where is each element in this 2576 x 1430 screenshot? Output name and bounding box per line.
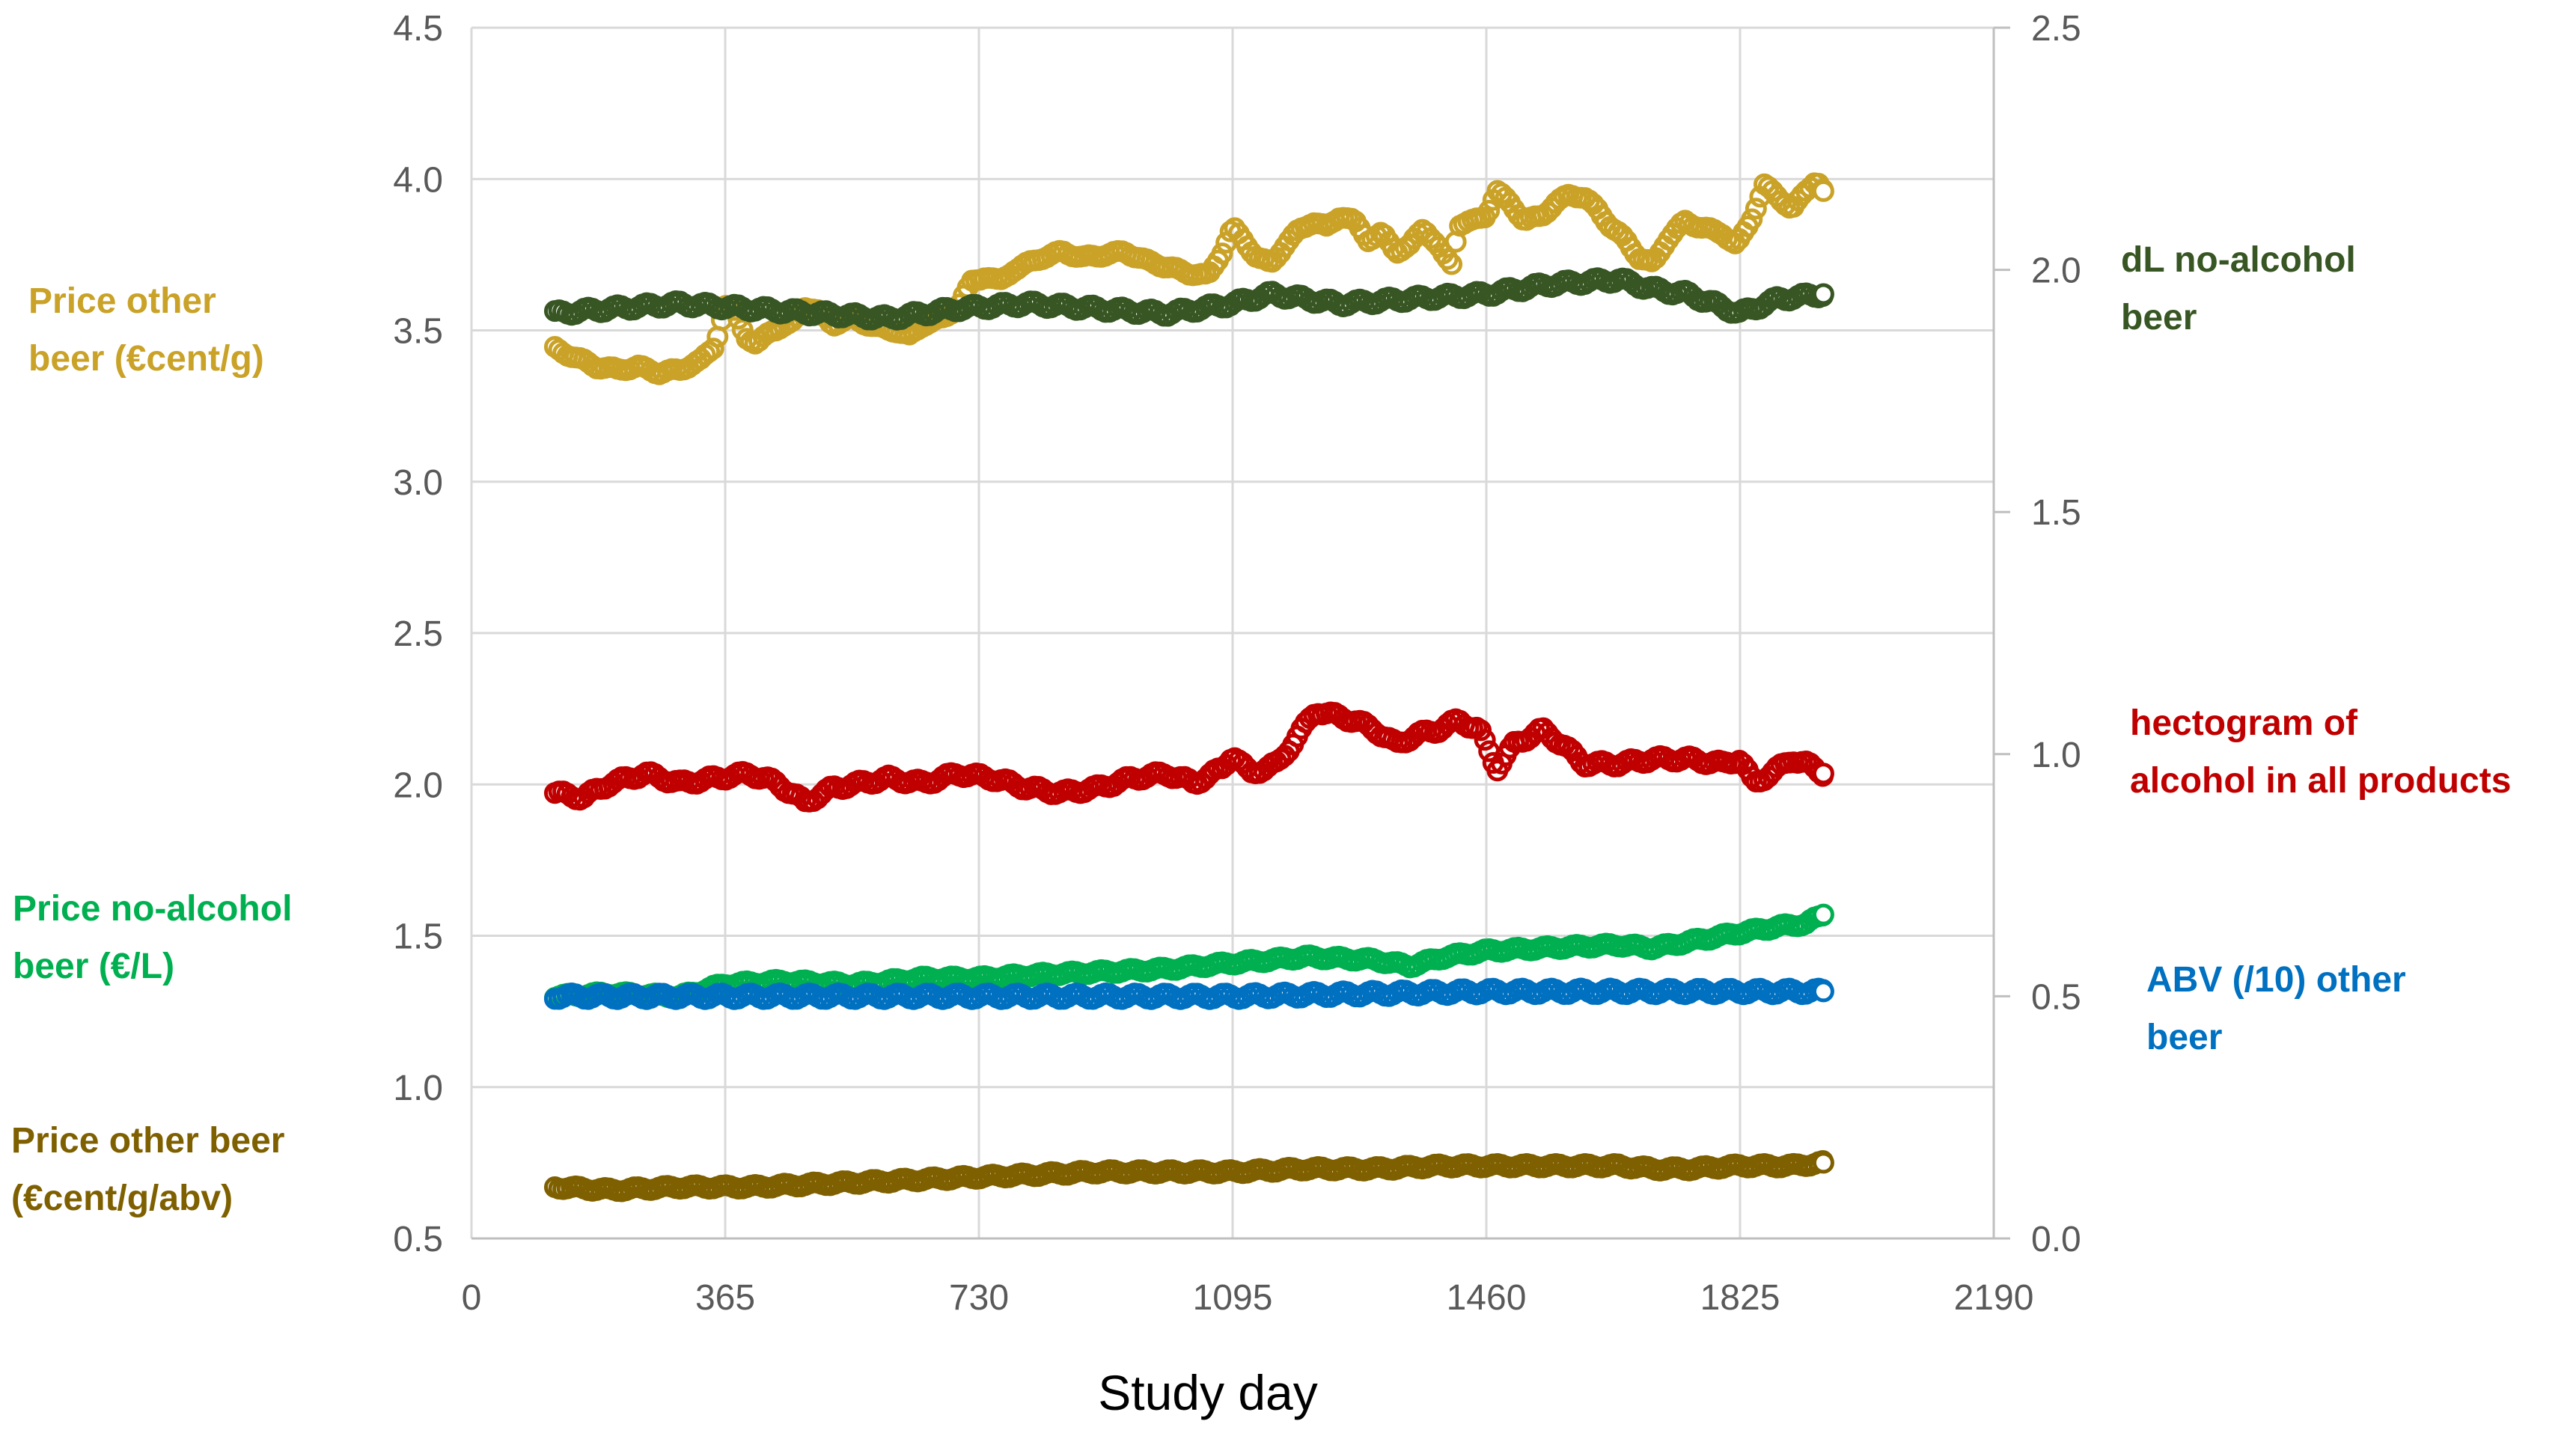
series-label-line: (€cent/g/abv) xyxy=(11,1179,233,1218)
data-point xyxy=(1441,253,1463,275)
y-right-tick-label: 1.5 xyxy=(2031,493,2081,533)
gridlines xyxy=(470,26,1995,1240)
series-label-line: alcohol in all products xyxy=(2130,761,2511,801)
y-left-tick-label: 1.0 xyxy=(393,1069,443,1108)
data-point-last xyxy=(1812,763,1834,785)
series-label-line: ABV (/10) other xyxy=(2146,960,2406,1000)
y-left-tick-label: 4.5 xyxy=(393,9,443,49)
series-label-line: beer (€cent/g) xyxy=(28,339,264,379)
axes xyxy=(471,26,2010,1240)
tick-labels: 0.5 1.0 1.5 2.0 2.5 3.0 3.5 4.0 4.5 0 365 730 1095 14… xyxy=(393,9,2081,1318)
x-tick-label: 730 xyxy=(949,1278,1009,1318)
data-point-last xyxy=(1812,903,1834,926)
data-point xyxy=(1745,198,1767,220)
series-1 xyxy=(543,267,1834,331)
series-label-line: beer xyxy=(2146,1018,2222,1057)
data-point xyxy=(1741,208,1763,230)
y-right-tick-label: 2.5 xyxy=(2031,9,2081,49)
series-label-line: Price other beer xyxy=(11,1121,284,1161)
y-right-tick-label: 1.0 xyxy=(2031,736,2081,775)
data-point-last xyxy=(1812,283,1834,305)
x-tick-label: 2190 xyxy=(1954,1278,2034,1318)
x-axis-label: Study day xyxy=(1098,1365,1318,1420)
data-point xyxy=(1407,222,1429,245)
y-left-tick-label: 3.0 xyxy=(393,463,443,503)
y-left-tick-label: 0.5 xyxy=(393,1220,443,1259)
data-point xyxy=(702,337,724,360)
series-2 xyxy=(543,701,1834,813)
y-right-tick-label: 2.0 xyxy=(2031,251,2081,291)
y-left-tick-label: 3.5 xyxy=(393,312,443,352)
series-labels: Price other beer (€cent/g) dL no-alcohol be… xyxy=(11,240,2511,1218)
x-tick-label: 1825 xyxy=(1700,1278,1780,1318)
data-point xyxy=(1211,242,1233,265)
series-label-line: beer xyxy=(2121,298,2197,337)
y-left-tick-label: 1.5 xyxy=(393,917,443,957)
data-point xyxy=(1436,248,1459,270)
y-left-tick-label: 4.0 xyxy=(393,160,443,200)
series-label-line: hectogram of xyxy=(2130,703,2358,743)
series-layer xyxy=(543,172,1834,1203)
data-point-last xyxy=(1812,1152,1834,1174)
x-tick-label: 0 xyxy=(462,1278,482,1318)
x-tick-label: 1460 xyxy=(1447,1278,1527,1318)
data-point xyxy=(1478,199,1501,221)
series-label-line: Price other xyxy=(28,281,216,321)
data-point xyxy=(1474,729,1496,751)
y-left-tick-label: 2.5 xyxy=(393,614,443,654)
data-point-last xyxy=(1812,180,1834,202)
series-label-line: Price no-alcohol xyxy=(13,889,292,929)
series-label-line: dL no-alcohol xyxy=(2121,240,2356,280)
data-point-last xyxy=(1812,980,1834,1003)
x-tick-label: 1095 xyxy=(1193,1278,1273,1318)
y-right-tick-label: 0.0 xyxy=(2031,1220,2081,1259)
y-left-tick-label: 2.0 xyxy=(393,766,443,805)
series-3 xyxy=(543,903,1834,1009)
y-right-tick-label: 0.5 xyxy=(2031,977,2081,1017)
x-tick-label: 365 xyxy=(695,1278,755,1318)
series-label-line: beer (€/L) xyxy=(13,947,174,986)
series-4 xyxy=(543,977,1834,1010)
series-5 xyxy=(543,1150,1834,1203)
